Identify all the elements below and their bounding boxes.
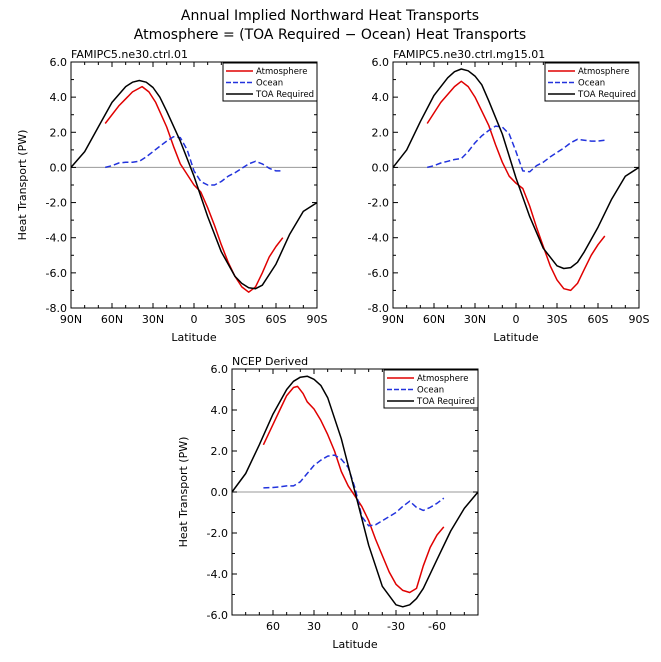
- x-axis-label: Latitude: [171, 331, 217, 344]
- x-tick-label: 60S: [588, 313, 609, 326]
- x-tick-label: 0: [352, 620, 359, 633]
- y-axis-label: Heat Transport (PW): [177, 437, 190, 548]
- figure-title-line2: Atmosphere = (TOA Required − Ocean) Heat…: [134, 27, 526, 43]
- x-tick-label: 30S: [225, 313, 246, 326]
- series-line-ocean: [427, 125, 605, 173]
- panel-subtitle: FAMIPC5.ne30.ctrl.01: [71, 48, 188, 61]
- x-tick-label: 60N: [101, 313, 123, 326]
- x-tick-label: 60S: [266, 313, 287, 326]
- y-tick-label: -2.0: [368, 197, 389, 210]
- legend-label-toa-required: TOA Required: [577, 90, 636, 100]
- x-axis-label: Latitude: [332, 638, 378, 651]
- x-tick-label: -60: [428, 620, 446, 633]
- x-tick-label: 30: [307, 620, 321, 633]
- x-tick-label: 90S: [307, 313, 328, 326]
- legend-label-toa-required: TOA Required: [255, 90, 314, 100]
- y-tick-label: -4.0: [207, 568, 228, 581]
- panel-subtitle: FAMIPC5.ne30.ctrl.mg15.01: [393, 48, 545, 61]
- x-tick-label: -30: [387, 620, 405, 633]
- y-tick-label: -8.0: [46, 302, 67, 315]
- y-tick-label: -6.0: [368, 267, 389, 280]
- y-tick-label: 4.0: [50, 91, 68, 104]
- panel-famipc5-ctrl: FAMIPC5.ne30.ctrl.016.0 4.0 2.0 0.0 -2.0 -4.0…: [16, 48, 328, 344]
- x-tick-label: 60N: [423, 313, 445, 326]
- y-axis-label: Heat Transport (PW): [16, 130, 29, 241]
- x-tick-label: 90N: [60, 313, 82, 326]
- x-axis-label: Latitude: [493, 331, 539, 344]
- x-tick-label: 0: [513, 313, 520, 326]
- legend-label-atmosphere: Atmosphere: [256, 67, 307, 77]
- series-line-atmosphere: [104, 85, 284, 293]
- x-tick-label: 90S: [629, 313, 650, 326]
- legend-label-atmosphere: Atmosphere: [417, 374, 468, 384]
- series-line-toa-required: [392, 68, 640, 270]
- panel-famipc5-mg15: FAMIPC5.ne30.ctrl.mg15.016.0 4.0 2.0 0.0 -2.…: [368, 48, 650, 344]
- y-tick-label: -4.0: [46, 232, 67, 245]
- figure-title-line1: Annual Implied Northward Heat Transports: [181, 8, 479, 24]
- y-tick-label: -4.0: [368, 232, 389, 245]
- y-tick-label: 0.0: [372, 161, 390, 174]
- legend-label-toa-required: TOA Required: [416, 397, 475, 407]
- series-line-toa-required: [231, 375, 479, 608]
- legend-label-atmosphere: Atmosphere: [578, 67, 629, 77]
- x-tick-label: 60: [266, 620, 280, 633]
- panel-subtitle: NCEP Derived: [232, 355, 308, 368]
- x-tick-label: 30N: [142, 313, 164, 326]
- series-line-atmosphere: [262, 385, 445, 594]
- y-tick-label: 2.0: [50, 126, 68, 139]
- series-line-atmosphere: [426, 80, 606, 292]
- y-tick-label: 4.0: [211, 404, 229, 417]
- y-tick-label: 2.0: [372, 126, 390, 139]
- legend-label-ocean: Ocean: [256, 79, 283, 89]
- legend-label-ocean: Ocean: [578, 79, 605, 89]
- x-tick-label: 90N: [382, 313, 404, 326]
- series-line-toa-required: [70, 79, 318, 290]
- legend-label-ocean: Ocean: [417, 386, 444, 396]
- x-tick-label: 30N: [464, 313, 486, 326]
- y-tick-label: -2.0: [207, 527, 228, 540]
- y-tick-label: 0.0: [211, 486, 229, 499]
- y-tick-label: 4.0: [372, 91, 390, 104]
- y-tick-label: -2.0: [46, 197, 67, 210]
- series-line-ocean: [263, 454, 445, 527]
- y-tick-label: 6.0: [372, 56, 390, 69]
- y-tick-label: 0.0: [50, 161, 68, 174]
- series-line-ocean: [105, 135, 283, 186]
- y-tick-label: -6.0: [46, 267, 67, 280]
- x-tick-label: 30S: [547, 313, 568, 326]
- y-tick-label: 2.0: [211, 445, 229, 458]
- x-tick-label: 0: [191, 313, 198, 326]
- y-tick-label: -8.0: [368, 302, 389, 315]
- y-tick-label: 6.0: [50, 56, 68, 69]
- y-tick-label: 6.0: [211, 363, 229, 376]
- y-tick-label: -6.0: [207, 609, 228, 622]
